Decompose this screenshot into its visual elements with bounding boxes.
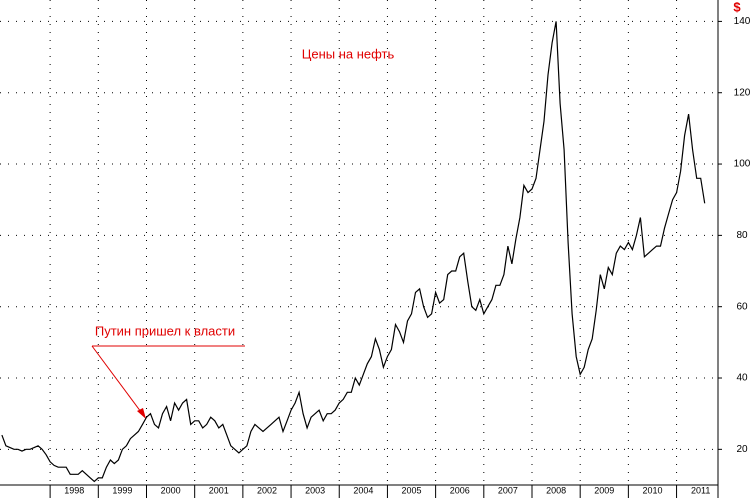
x-tick-label: 2007 — [498, 485, 518, 495]
chart-title: Цены на нефть — [302, 46, 395, 61]
x-tick-label: 2006 — [450, 485, 470, 495]
x-tick-label: 2008 — [546, 485, 566, 495]
arrow-head — [137, 408, 146, 419]
y-unit: $ — [733, 0, 741, 14]
x-tick-label: 2009 — [594, 485, 614, 495]
x-tick-label: 1999 — [112, 485, 132, 495]
annotation: Путин пришел к власти — [95, 323, 235, 338]
y-tick-label: 40 — [736, 373, 748, 384]
x-tick-label: 1998 — [64, 485, 84, 495]
x-tick-label: 2010 — [642, 485, 662, 495]
y-tick-label: 100 — [734, 159, 751, 170]
y-tick-label: 120 — [734, 87, 751, 98]
x-tick-label: 2004 — [353, 485, 373, 495]
y-tick-label: 20 — [736, 444, 748, 455]
x-tick-label: 2000 — [161, 485, 181, 495]
x-tick-label: 2011 — [691, 485, 710, 495]
x-tick-label: 2003 — [305, 485, 325, 495]
annotation-arrow — [91, 345, 145, 417]
x-tick-label: 2002 — [257, 485, 277, 495]
x-tick-label: 2001 — [209, 485, 229, 495]
x-tick-label: 2005 — [402, 485, 422, 495]
y-tick-label: 60 — [736, 301, 748, 312]
price-line — [1, 21, 706, 483]
y-tick-label: 80 — [736, 230, 748, 241]
y-tick-label: 140 — [734, 16, 751, 27]
